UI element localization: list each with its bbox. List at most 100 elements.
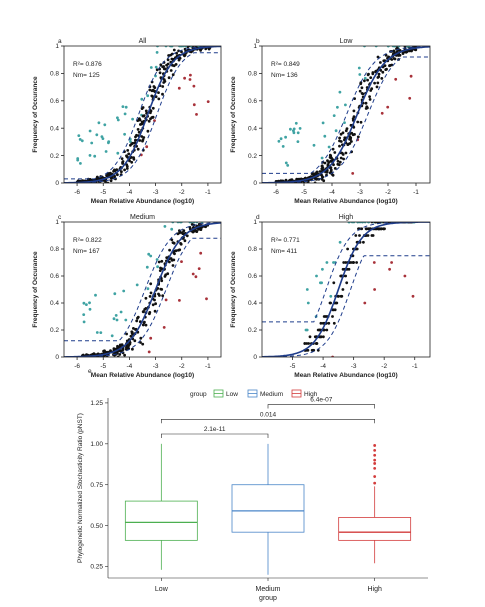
point	[322, 179, 326, 183]
point	[409, 74, 413, 78]
point	[135, 133, 138, 137]
point	[348, 142, 352, 145]
y-tick-label: 0	[253, 354, 257, 361]
point	[303, 342, 307, 345]
x-tick-label: Low	[155, 586, 169, 593]
point	[123, 132, 126, 136]
point	[160, 259, 164, 263]
plot-frame	[261, 45, 431, 184]
outlier	[373, 466, 377, 470]
point	[350, 140, 353, 143]
point	[118, 345, 122, 349]
point	[332, 114, 336, 117]
point	[349, 137, 352, 141]
point	[151, 88, 155, 92]
point	[204, 225, 208, 229]
point	[179, 242, 183, 245]
point	[109, 179, 113, 183]
x-tick-label: -3	[357, 189, 363, 196]
x-tick-label: -2	[179, 363, 185, 370]
point	[411, 294, 415, 298]
box-body	[338, 517, 412, 541]
point	[377, 227, 381, 231]
point	[377, 72, 381, 76]
point	[364, 101, 368, 105]
ci-lower-curve	[64, 52, 221, 183]
point	[130, 330, 134, 334]
point	[340, 151, 344, 155]
x-tick-label: -5	[290, 363, 296, 370]
point	[123, 353, 126, 357]
point	[376, 81, 380, 85]
point	[151, 106, 155, 110]
y-tick-label: 0.25	[90, 564, 103, 571]
point	[95, 133, 99, 137]
point	[129, 334, 133, 338]
y-tick-label: 1.25	[90, 400, 103, 407]
point	[307, 342, 310, 345]
point	[144, 323, 148, 327]
x-tick-label: -5	[100, 189, 106, 196]
point	[149, 111, 152, 115]
point	[171, 264, 175, 267]
point	[163, 275, 167, 278]
point	[148, 88, 152, 92]
point	[153, 309, 157, 313]
point	[119, 310, 123, 314]
point	[356, 135, 360, 139]
point	[95, 331, 99, 334]
point	[298, 126, 302, 130]
point	[345, 127, 349, 130]
point	[144, 296, 148, 300]
point	[82, 301, 86, 305]
point	[185, 234, 189, 238]
point	[189, 73, 192, 77]
point	[349, 261, 353, 264]
point	[85, 303, 88, 306]
point	[308, 335, 312, 339]
point	[354, 234, 358, 237]
comparison-bracket: 6.4e-07	[267, 397, 375, 409]
p-value-label: 6.4e-07	[310, 397, 332, 404]
point	[141, 106, 145, 109]
point	[178, 299, 181, 302]
point	[306, 301, 310, 305]
point	[337, 294, 340, 298]
y-tick-label: 0.8	[248, 71, 257, 78]
point	[158, 294, 161, 297]
point	[341, 288, 345, 291]
point	[136, 127, 140, 131]
point	[82, 313, 86, 316]
point	[366, 234, 370, 237]
point	[393, 57, 397, 61]
point	[100, 135, 104, 139]
point	[180, 260, 183, 263]
point	[322, 315, 326, 318]
x-tick-label: -4	[329, 189, 335, 196]
point	[125, 167, 129, 170]
y-tick-label: 0.4	[50, 300, 59, 307]
point	[352, 109, 356, 113]
point	[380, 227, 383, 231]
y-tick-label: 0.4	[248, 300, 257, 307]
box-medium	[231, 443, 305, 575]
point	[366, 78, 369, 82]
panel-letter: e	[88, 368, 92, 375]
r2-stat: R²= 0.822	[73, 237, 102, 244]
point	[321, 321, 325, 325]
point	[88, 154, 92, 157]
point	[131, 141, 135, 145]
point	[149, 66, 153, 69]
point	[294, 121, 298, 125]
point	[135, 319, 139, 323]
point	[149, 336, 153, 340]
point	[149, 254, 153, 258]
point	[93, 154, 97, 158]
outlier	[373, 448, 377, 452]
point	[142, 114, 146, 118]
point	[115, 168, 119, 172]
panel-letter: d	[256, 214, 260, 221]
y-tick-label: 0.2	[248, 153, 257, 160]
point	[116, 151, 120, 155]
point	[116, 116, 119, 120]
